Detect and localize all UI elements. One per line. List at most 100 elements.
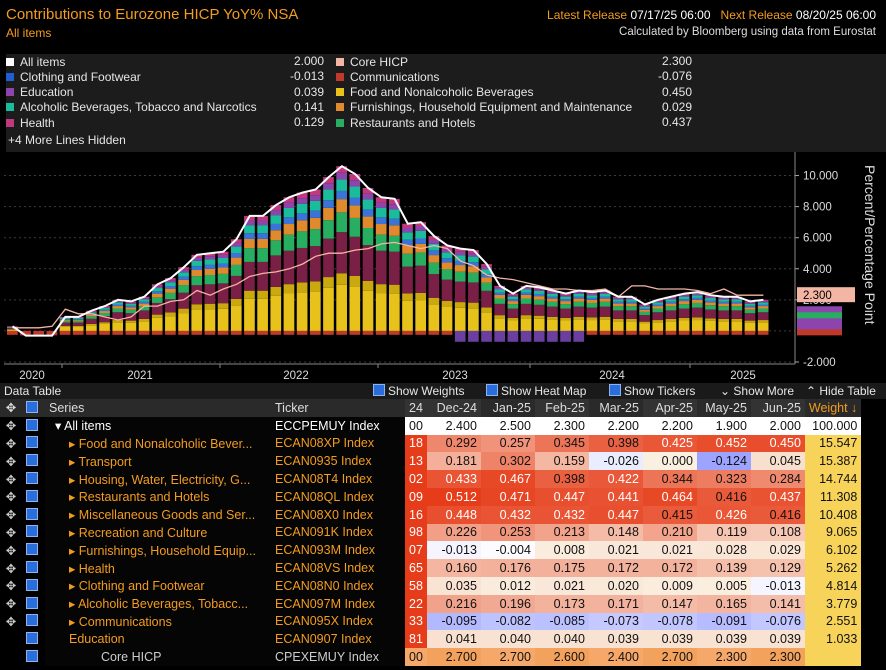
contributions-chart[interactable]: 10.0008.0006.0004.0002.000-2.00020202021… — [0, 152, 886, 384]
move-handle-icon[interactable]: ✥ — [5, 525, 17, 540]
ticker-cell[interactable]: ECAN0935 Index — [271, 452, 405, 471]
expand-icon[interactable]: ▸ — [69, 472, 79, 487]
move-handle-icon[interactable]: ✥ — [5, 579, 17, 594]
series-cell[interactable]: ▸ Alcoholic Beverages, Tobacc... — [45, 594, 271, 613]
move-handle-icon[interactable]: ✥ — [0, 399, 22, 417]
series-cell[interactable]: ▸ Furnishings, Household Equip... — [45, 541, 271, 560]
expand-icon[interactable]: ▸ — [69, 543, 79, 558]
legend-item[interactable]: Restaurants and Hotels — [336, 115, 475, 130]
move-handle-icon[interactable]: ✥ — [5, 561, 17, 576]
move-handle-icon[interactable] — [0, 648, 22, 666]
table-row[interactable]: ✥ ▸ Health ECAN08VS Index 65 0.160 0.176 0.175… — [0, 559, 862, 577]
row-checkbox[interactable] — [22, 648, 45, 666]
expand-icon[interactable]: ▸ — [69, 525, 79, 540]
move-handle-icon[interactable]: ✥ — [5, 614, 17, 629]
ticker-cell[interactable]: ECAN091K Index — [271, 523, 405, 542]
series-cell[interactable]: ▸ Restaurants and Hotels — [45, 487, 271, 506]
legend-item[interactable]: Education — [6, 85, 73, 100]
row-checkbox[interactable] — [22, 524, 45, 542]
move-handle-icon[interactable]: ✥ — [5, 597, 17, 612]
series-cell[interactable]: ▸ Communications — [45, 612, 271, 631]
legend-item[interactable]: Alcoholic Beverages, Tobacco and Narcoti… — [6, 100, 257, 115]
expand-icon[interactable]: ▸ — [69, 490, 79, 505]
table-row[interactable]: ✥ ▸ Clothing and Footwear ECAN08N0 Index 58… — [0, 576, 862, 595]
row-checkbox[interactable] — [22, 630, 45, 648]
move-handle-icon[interactable]: ✥ — [5, 472, 17, 487]
series-column-header[interactable]: Series — [45, 399, 271, 417]
select-all-checkbox[interactable] — [22, 399, 45, 417]
expand-icon[interactable]: ▾ — [55, 419, 65, 434]
move-handle-icon[interactable] — [0, 630, 22, 648]
month-header[interactable]: May-25 — [696, 399, 751, 417]
row-checkbox[interactable] — [22, 613, 45, 631]
move-handle-icon[interactable]: ✥ — [5, 543, 17, 558]
ticker-cell[interactable]: ECAN08XP Index — [271, 434, 405, 453]
move-handle-icon[interactable]: ✥ — [5, 419, 17, 434]
row-checkbox[interactable] — [22, 506, 45, 524]
table-row[interactable]: ✥ ▸ Communications ECAN095X Index 33 -0.095-… — [0, 612, 862, 631]
row-checkbox[interactable] — [22, 417, 45, 435]
month-header[interactable]: Jun-25 — [750, 399, 805, 417]
series-cell[interactable]: ▸ Health — [45, 559, 271, 577]
legend-item[interactable]: Food and Nonalcoholic Beverages — [336, 85, 533, 100]
show-more-button[interactable]: ⌄ Show More — [720, 384, 794, 398]
expand-icon[interactable]: ▸ — [69, 508, 79, 523]
series-cell[interactable]: ▸ Recreation and Culture — [45, 523, 271, 542]
series-cell[interactable]: ▸ Housing, Water, Electricity, G... — [45, 470, 271, 488]
move-handle-icon[interactable]: ✥ — [5, 490, 17, 505]
move-handle-icon[interactable]: ✥ — [5, 454, 17, 469]
month-header[interactable]: Dec-24 — [426, 399, 481, 417]
row-checkbox[interactable] — [22, 595, 45, 613]
legend-item[interactable]: Communications — [336, 69, 439, 84]
month-header[interactable]: Mar-25 — [588, 399, 643, 417]
row-checkbox[interactable] — [22, 435, 45, 453]
move-handle-icon[interactable]: ✥ — [5, 436, 17, 451]
table-row[interactable]: ✥ ▸ Food and Nonalcoholic Bever... ECAN08X… — [0, 434, 862, 453]
table-row[interactable]: ✥ ▸ Restaurants and Hotels ECAN08QL Index 0… — [0, 487, 862, 506]
table-row[interactable]: Education ECAN0907 Index 81 0.041 0.040 0.040… — [0, 630, 862, 649]
legend-item[interactable]: All items — [6, 54, 65, 69]
row-checkbox[interactable] — [22, 577, 45, 595]
expand-icon[interactable]: ▸ — [69, 614, 79, 629]
row-checkbox[interactable] — [22, 488, 45, 506]
ticker-cell[interactable]: ECAN08QL Index — [271, 487, 405, 506]
show-heat-map-toggle[interactable]: Show Heat Map — [486, 384, 586, 398]
expand-icon[interactable]: ▸ — [69, 561, 79, 576]
series-cell[interactable]: ▸ Clothing and Footwear — [45, 576, 271, 595]
row-checkbox[interactable] — [22, 452, 45, 470]
legend-item[interactable]: Furnishings, Household Equipment and Mai… — [336, 100, 632, 115]
expand-icon[interactable]: ▸ — [69, 597, 79, 612]
table-row[interactable]: Core HICP CPEXEMUY Index 00 2.700 2.700 2.600… — [0, 648, 862, 666]
move-handle-icon[interactable]: ✥ — [5, 508, 17, 523]
expand-icon[interactable]: ▸ — [69, 436, 79, 451]
ticker-cell[interactable]: ECAN08X0 Index — [271, 505, 405, 524]
ticker-cell[interactable]: ECAN08VS Index — [271, 559, 405, 577]
ticker-cell[interactable]: ECCPEMUY Index — [271, 416, 405, 435]
table-row[interactable]: ✥ ▸ Recreation and Culture ECAN091K Index 9… — [0, 523, 862, 542]
table-row[interactable]: ✥ ▸ Alcoholic Beverages, Tobacc... ECAN097… — [0, 594, 862, 613]
series-cell[interactable]: Core HICP — [45, 648, 271, 666]
month-header[interactable]: Apr-25 — [642, 399, 697, 417]
month-header[interactable]: 24 — [405, 399, 427, 417]
more-lines-hidden-link[interactable]: +4 More Lines Hidden — [8, 132, 126, 147]
ticker-cell[interactable]: ECAN095X Index — [271, 612, 405, 631]
row-checkbox[interactable] — [22, 559, 45, 577]
series-cell[interactable]: Education — [45, 630, 271, 649]
show-tickers-toggle[interactable]: Show Tickers — [609, 384, 695, 398]
month-header[interactable]: Feb-25 — [534, 399, 589, 417]
series-cell[interactable]: ▸ Transport — [45, 452, 271, 471]
series-cell[interactable]: ▸ Food and Nonalcoholic Bever... — [45, 434, 271, 453]
series-cell[interactable]: ▾ All items — [45, 416, 271, 435]
hide-table-button[interactable]: ⌃ Hide Table — [806, 384, 876, 398]
ticker-cell[interactable]: ECAN0907 Index — [271, 630, 405, 649]
legend-item[interactable]: Clothing and Footwear — [6, 69, 141, 84]
expand-icon[interactable]: ▸ — [69, 579, 79, 594]
month-header[interactable]: Jan-25 — [480, 399, 535, 417]
ticker-cell[interactable]: ECAN08N0 Index — [271, 576, 405, 595]
legend-item[interactable]: Core HICP — [336, 54, 408, 69]
row-checkbox[interactable] — [22, 470, 45, 488]
table-row[interactable]: ✥ ▾ All items ECCPEMUY Index 00 2.400 2.500 2.… — [0, 416, 862, 435]
show-weights-toggle[interactable]: Show Weights — [373, 384, 464, 398]
row-checkbox[interactable] — [22, 541, 45, 559]
ticker-cell[interactable]: ECAN093M Index — [271, 541, 405, 560]
